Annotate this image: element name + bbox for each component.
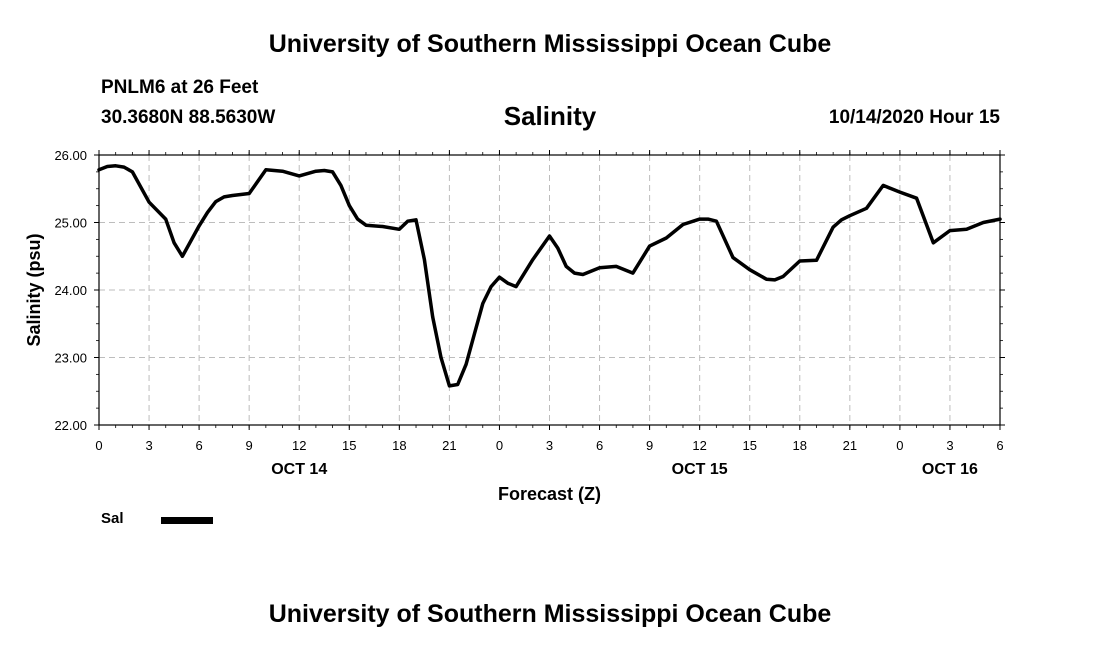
x-tick-label: 9: [646, 438, 653, 453]
axis-ticks: [94, 150, 1005, 430]
y-tick-label: 23.00: [54, 351, 87, 366]
x-tick-label: 18: [793, 438, 807, 453]
legend-swatch: [161, 517, 213, 524]
series-line-sal: [97, 164, 1002, 388]
x-tick-label: 6: [195, 438, 202, 453]
date-label: OCT 14: [271, 461, 327, 478]
y-tick-label: 22.00: [54, 418, 87, 433]
y-axis-title: Salinity (psu): [24, 233, 44, 346]
x-tick-label: 21: [843, 438, 857, 453]
x-tick-label: 3: [546, 438, 553, 453]
x-tick-label: 3: [145, 438, 152, 453]
x-tick-label: 12: [292, 438, 306, 453]
x-tick-label: 6: [996, 438, 1003, 453]
y-tick-label: 26.00: [54, 148, 87, 163]
run-time: 10/14/2020 Hour 15: [828, 107, 1000, 128]
date-label: OCT 15: [672, 461, 728, 478]
x-tick-label: 15: [342, 438, 356, 453]
x-tick-labels: 0 3 6 9 12 15 18 21 0 3 6 9 12 15 18 21 0 3 6: [95, 438, 1003, 453]
y-tick-label: 25.00: [54, 216, 87, 231]
x-tick-label: 21: [442, 438, 456, 453]
x-tick-label: 0: [95, 438, 102, 453]
chart-title: Salinity: [503, 101, 597, 131]
header-title: University of Southern Mississippi Ocean…: [268, 30, 832, 58]
x-tick-label: 3: [946, 438, 953, 453]
x-tick-label: 9: [246, 438, 253, 453]
x-tick-label: 0: [496, 438, 503, 453]
x-axis-title: Forecast (Z): [498, 484, 601, 504]
x-tick-label: 6: [596, 438, 603, 453]
station-coordinates: 30.3680N 88.5630W: [101, 107, 276, 128]
footer-title: University of Southern Mississippi Ocean…: [268, 600, 832, 628]
x-tick-label: 18: [392, 438, 406, 453]
series-layer: [97, 164, 1002, 388]
y-tick-label: 24.00: [54, 283, 87, 298]
y-tick-labels: 22.00 23.00 24.00 25.00 26.00: [54, 148, 87, 433]
station-name: PNLM6 at 26 Feet: [101, 77, 259, 98]
date-labels: OCT 14 OCT 15 OCT 16: [271, 461, 978, 478]
x-tick-label: 15: [742, 438, 756, 453]
x-tick-label: 12: [692, 438, 706, 453]
x-tick-label: 0: [896, 438, 903, 453]
legend-label: Sal: [101, 510, 124, 527]
grid-lines: [99, 155, 1000, 425]
date-label: OCT 16: [922, 461, 978, 478]
